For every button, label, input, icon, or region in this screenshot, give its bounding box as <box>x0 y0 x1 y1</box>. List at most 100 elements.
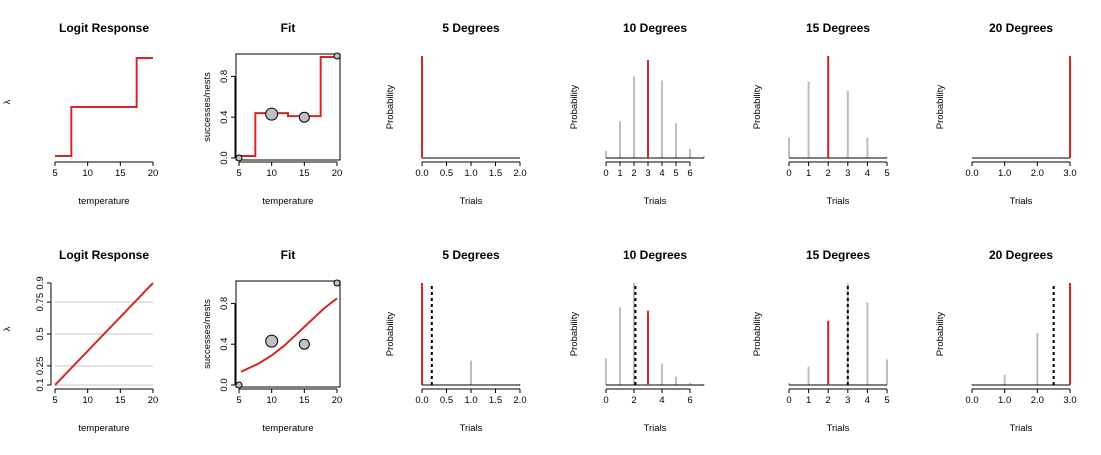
x-tick-label: 0.5 <box>440 168 453 179</box>
x-tick-label: 3.0 <box>1063 395 1076 406</box>
x-tick-label: 2 <box>631 168 636 179</box>
x-tick-label: 2 <box>631 395 636 406</box>
x-tick-label: 5 <box>52 168 57 179</box>
y-axis-label: Probability <box>569 312 580 357</box>
chart-title: 5 Degrees <box>442 21 500 35</box>
x-tick-label: 1.0 <box>998 168 1011 179</box>
response-line <box>55 57 153 157</box>
x-tick-label: 2 <box>826 395 831 406</box>
y-tick-label: 0.0 <box>219 151 230 164</box>
x-axis-label: Trials <box>827 196 850 207</box>
chart-title: Logit Response <box>59 21 149 35</box>
y-axis-label: Probability <box>569 85 580 130</box>
x-tick-label: 5 <box>884 395 889 406</box>
y-tick-label: 0.9 <box>35 276 46 289</box>
chart-title: 10 Degrees <box>623 21 687 35</box>
fit-line <box>240 297 338 373</box>
y-axis-label: Probability <box>385 85 396 130</box>
x-tick-label: 2.0 <box>1031 395 1044 406</box>
x-tick-label: 20 <box>148 395 159 406</box>
chart-title: Fit <box>281 248 296 262</box>
x-tick-label: 1 <box>806 168 811 179</box>
x-tick-label: 0 <box>603 395 608 406</box>
x-axis-label: Trials <box>460 196 483 207</box>
chart-title: 20 Degrees <box>989 21 1053 35</box>
x-axis-label: temperature <box>78 423 129 434</box>
x-tick-label: 2.0 <box>513 395 526 406</box>
x-axis-label: Trials <box>644 196 667 207</box>
x-tick-label: 0 <box>603 168 608 179</box>
chart-title: Fit <box>281 21 296 35</box>
x-tick-label: 5 <box>884 168 889 179</box>
y-axis-label: Probability <box>935 312 946 357</box>
x-tick-label: 1.0 <box>998 395 1011 406</box>
y-axis-label: Probability <box>752 85 763 130</box>
x-tick-label: 5 <box>236 168 241 179</box>
x-tick-label: 10 <box>266 168 277 179</box>
y-axis-symbol: λ <box>2 326 13 331</box>
chart-title: 20 Degrees <box>989 248 1053 262</box>
x-tick-label: 20 <box>148 168 159 179</box>
x-tick-label: 20 <box>332 168 343 179</box>
x-tick-label: 4 <box>865 168 870 179</box>
x-tick-label: 6 <box>687 168 692 179</box>
x-tick-label: 20 <box>332 395 343 406</box>
chart-title: 10 Degrees <box>623 248 687 262</box>
data-point <box>235 381 243 389</box>
x-tick-label: 4 <box>865 395 870 406</box>
y-tick-label: 0.75 <box>35 293 46 312</box>
x-tick-label: 0.5 <box>440 395 453 406</box>
y-axis-label: successes/nests <box>202 299 213 369</box>
x-tick-label: 0 <box>786 168 791 179</box>
data-point <box>298 338 310 350</box>
x-tick-label: 3.0 <box>1063 168 1076 179</box>
data-point <box>235 154 243 162</box>
x-tick-label: 4 <box>659 168 664 179</box>
y-tick-label: 0.4 <box>219 111 230 124</box>
x-tick-label: 15 <box>299 395 310 406</box>
x-tick-label: 15 <box>115 395 126 406</box>
x-tick-label: 10 <box>266 395 277 406</box>
x-tick-label: 5 <box>236 395 241 406</box>
y-axis-label: Probability <box>385 312 396 357</box>
x-tick-label: 1.5 <box>489 395 502 406</box>
x-tick-label: 2 <box>826 168 831 179</box>
data-point <box>265 334 279 348</box>
x-axis-label: temperature <box>262 196 313 207</box>
x-tick-label: 1.0 <box>464 395 477 406</box>
x-tick-label: 10 <box>82 395 93 406</box>
y-tick-label: 0.1 <box>35 378 46 391</box>
x-tick-label: 1 <box>617 168 622 179</box>
x-tick-label: 0.0 <box>415 168 428 179</box>
x-tick-label: 3 <box>645 168 650 179</box>
x-tick-label: 2.0 <box>1031 168 1044 179</box>
x-axis-label: Trials <box>1010 423 1033 434</box>
x-tick-label: 3 <box>845 168 850 179</box>
y-tick-label: 0.0 <box>219 378 230 391</box>
chart-title: 5 Degrees <box>442 248 500 262</box>
x-tick-label: 0 <box>786 395 791 406</box>
y-axis-symbol: λ <box>2 99 13 104</box>
x-tick-label: 5 <box>673 168 678 179</box>
x-axis-label: Trials <box>644 423 667 434</box>
data-point <box>265 107 279 121</box>
plot-frame <box>235 280 341 388</box>
y-tick-label: 0.8 <box>219 70 230 83</box>
x-tick-label: 3 <box>845 395 850 406</box>
y-tick-label: 0.8 <box>219 297 230 310</box>
y-axis-label: successes/nests <box>202 72 213 142</box>
data-point <box>298 111 310 123</box>
x-tick-label: 0.0 <box>965 168 978 179</box>
x-tick-label: 5 <box>52 395 57 406</box>
x-tick-label: 15 <box>299 168 310 179</box>
data-point <box>333 52 341 60</box>
x-axis-label: temperature <box>262 423 313 434</box>
plot-frame <box>235 53 341 161</box>
y-tick-label: 0.4 <box>219 338 230 351</box>
x-tick-label: 1 <box>806 395 811 406</box>
chart-title: Logit Response <box>59 248 149 262</box>
y-axis-label: Probability <box>935 85 946 130</box>
y-axis-label: Probability <box>752 312 763 357</box>
x-tick-label: 0.0 <box>415 395 428 406</box>
fit-line <box>239 56 337 157</box>
